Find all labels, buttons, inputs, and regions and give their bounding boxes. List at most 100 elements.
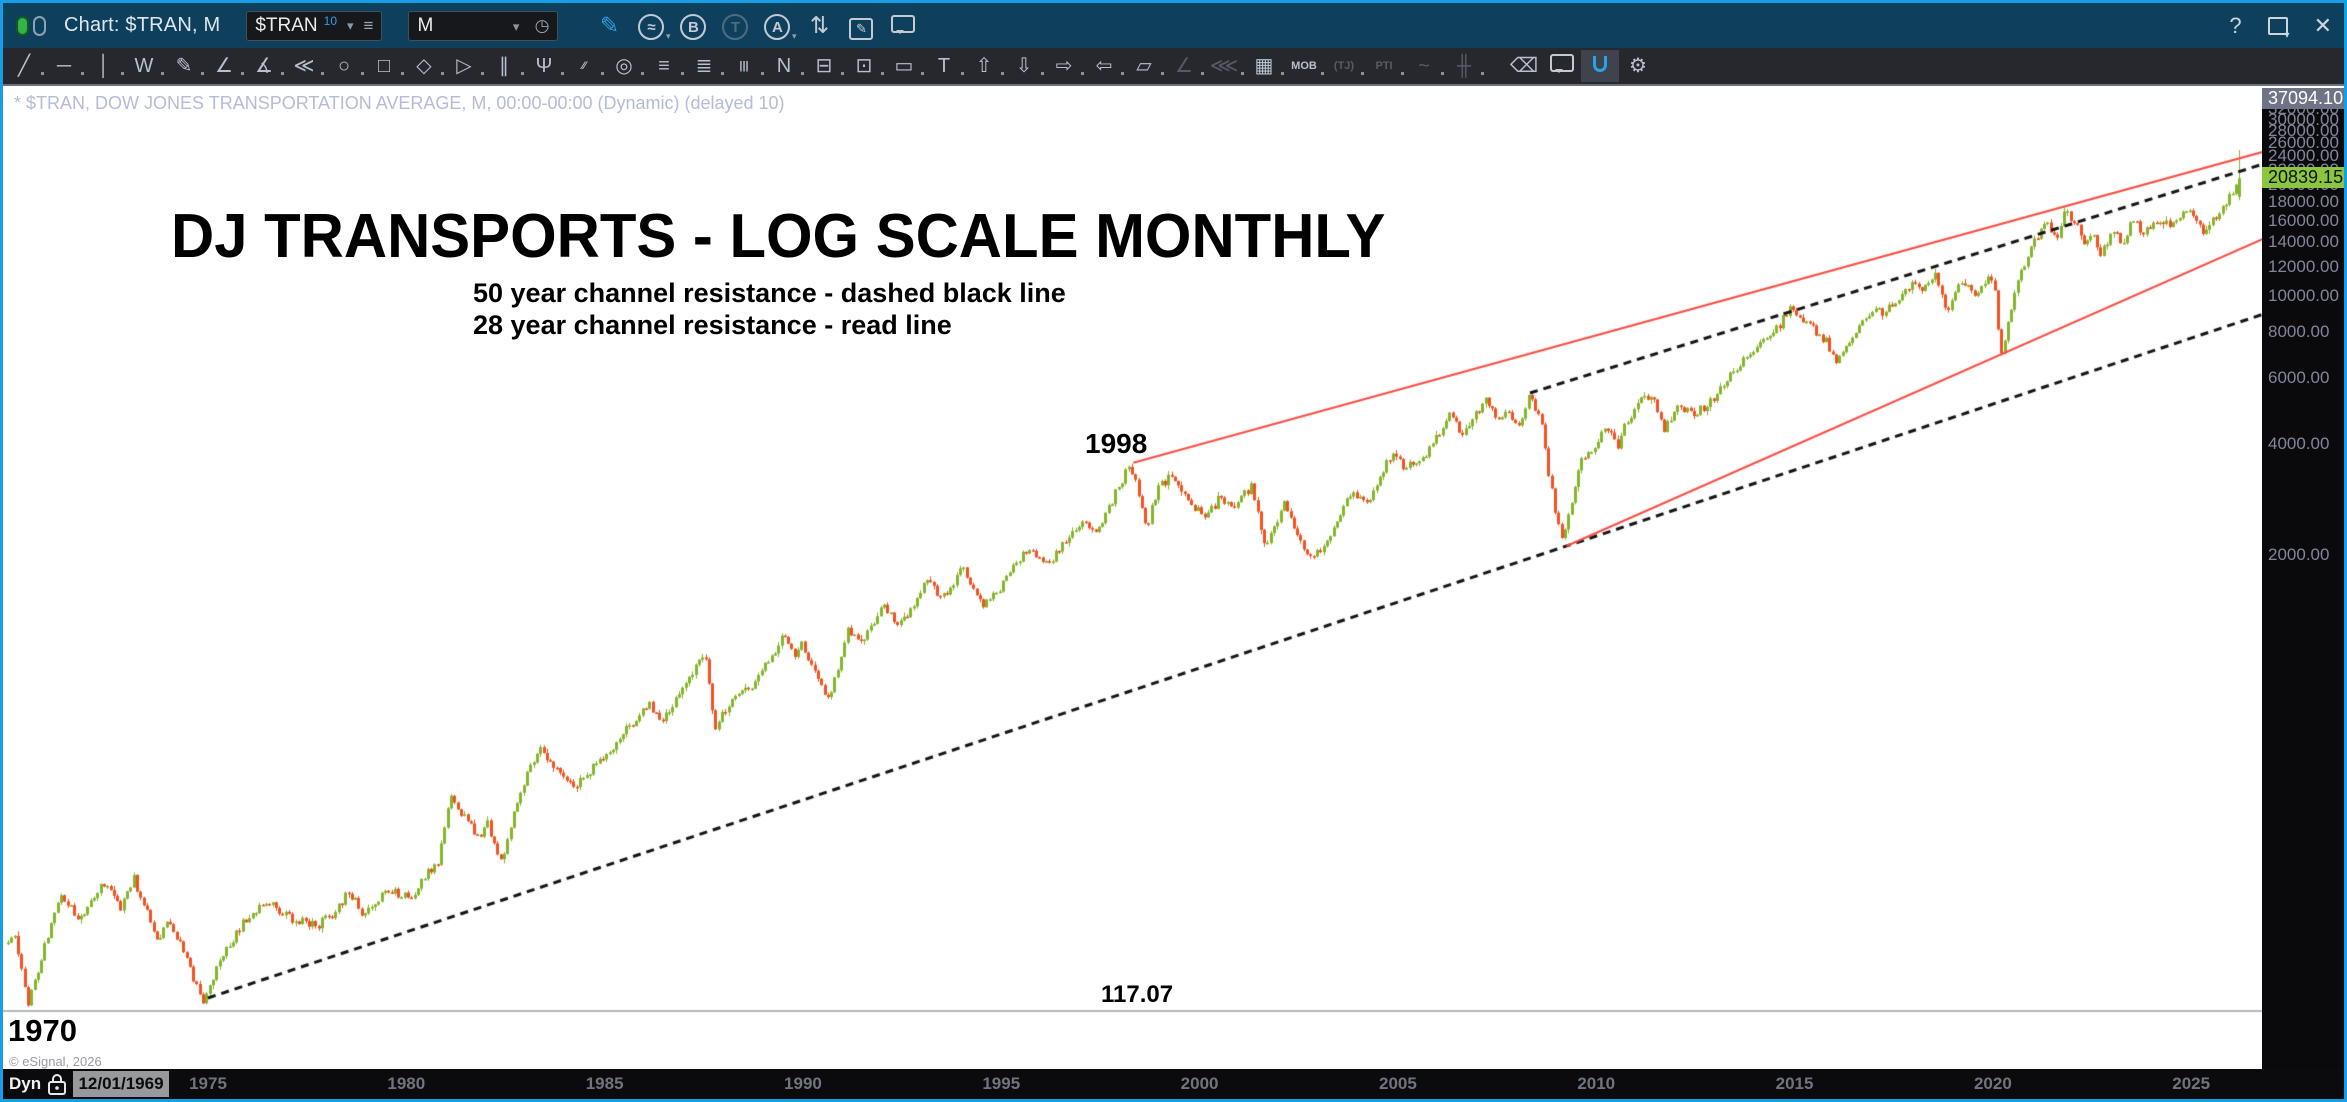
channel-tool[interactable]: ⁄⁄ [569, 50, 609, 82]
price-tick-26000: 26000.00 [2268, 132, 2339, 152]
alerts-icon[interactable]: A ▾ [756, 11, 798, 41]
price-tick-4000: 4000.00 [2268, 433, 2330, 453]
price-axis[interactable]: 2000.00 4000.00 6000.00 8000.00 10000.00 1200… [2262, 88, 2344, 1072]
ray-lines-tool[interactable]: ∡ [249, 50, 289, 82]
comment-bubble-tool[interactable] [1543, 50, 1581, 82]
year-tick-2015: 2015 [1775, 1074, 1814, 1093]
year-tick-1985: 1985 [585, 1074, 624, 1093]
cursor-settings-tool[interactable]: ⚙ [1629, 55, 1647, 77]
year-tick-1975: 1975 [189, 1074, 227, 1093]
interval-clock-icon: ◷ [534, 15, 550, 35]
magnet-tool[interactable] [1581, 50, 1619, 82]
gann-fan-tool[interactable]: ∠ [1169, 50, 1209, 82]
interval-value: M [417, 14, 434, 36]
symbol-value: $TRAN [255, 14, 318, 36]
interval-chevron-icon[interactable]: ▾ [512, 18, 520, 34]
year-tick-1980: 1980 [387, 1074, 426, 1093]
interval-input[interactable]: M ▾ ◷ [408, 10, 559, 41]
fib-retracement-tool[interactable]: ≡ [649, 50, 689, 82]
year-tick-1990: 1990 [784, 1074, 822, 1093]
symbol-input[interactable]: $TRAN 10 ▾ ≡ [246, 10, 383, 41]
arrow-up-tool[interactable]: ⇧ [969, 50, 1009, 82]
diamond-tool[interactable]: ◇ [409, 50, 449, 82]
fib-extension-tool[interactable]: ≣ [689, 50, 729, 82]
ray-fan-left-tool[interactable]: ⋘ [1209, 50, 1249, 82]
price-tick-18000: 18000.00 [2268, 191, 2339, 211]
ellipse-tool[interactable]: ○ [329, 50, 369, 82]
year-tick-2000: 2000 [1180, 1074, 1219, 1093]
swap-arrows-icon[interactable]: ⇅ [809, 12, 830, 38]
price-tick-2000: 2000.00 [2268, 545, 2330, 564]
pitchfork-tool[interactable]: Ψ [529, 50, 569, 82]
time-cycle-marks-tool[interactable]: ╫ [1449, 50, 1489, 82]
year-tick-1995: 1995 [982, 1074, 1021, 1093]
rectangle-tool[interactable]: □ [369, 50, 409, 82]
drawing-toolbar: ╱ ─ │ W ✎ ∠ ∡ ≪ ○ □ ◇ ▷ ∥ Ψ ⁄⁄ ◎ ≡ ≣ ||| N ⊟ ⊡ ▭ T ⇧ ⇩ ⇨ ⇦ ▱ ∠ ⋘ ▦ MOB (T… [3, 48, 2344, 86]
trend-line-tool[interactable]: ╱ [9, 50, 49, 82]
elliott-wave-tool[interactable]: ~ [1409, 50, 1449, 82]
year-tick-2010: 2010 [1577, 1074, 1616, 1093]
link-indicator-green-icon[interactable] [16, 15, 29, 36]
price-tick-6000: 6000.00 [2268, 368, 2330, 388]
parallelogram-tool[interactable]: ▱ [1129, 50, 1169, 82]
eraser-tool[interactable]: ⌫ [1509, 55, 1539, 77]
triangle-tool[interactable]: ▷ [449, 50, 489, 82]
text-tool-tool[interactable]: T [929, 50, 969, 82]
price-tick-16000: 16000.00 [2268, 210, 2339, 230]
arrow-left-tool[interactable]: ⇦ [1089, 50, 1129, 82]
price-tick-30000: 30000.00 [2268, 109, 2339, 129]
window-title: Chart: $TRAN, M [64, 14, 221, 36]
draw-pencil-icon[interactable]: ✎ [599, 12, 620, 38]
link-indicator-gray-icon[interactable] [33, 15, 46, 36]
chart-annotation-title: DJ TRANSPORTS - LOG SCALE MONTHLY [171, 202, 1386, 271]
zigzag-tool[interactable]: W [129, 50, 169, 82]
annotation-1998: 1998 [1085, 428, 1148, 459]
year-tick-2005: 2005 [1378, 1074, 1417, 1093]
last-price-label: 20839.15 [2262, 167, 2344, 189]
parallel-slant-lines-tool[interactable]: ∥ [489, 50, 529, 82]
symbol-chevron-icon[interactable]: ▾ [347, 17, 354, 33]
callout-box-tool[interactable]: ⊟ [809, 50, 849, 82]
mob-study-tool[interactable]: MOB [1289, 50, 1329, 82]
title-bar: Chart: $TRAN, M $TRAN 10 ▾ ≡ M ▾ ◷ ✎ ≈ ▾ … [3, 3, 2344, 48]
vertical-line-tool[interactable]: │ [89, 50, 129, 82]
symbol-badge: 10 [323, 13, 338, 28]
note-box-tool[interactable]: ⊡ [849, 50, 889, 82]
lock-icon[interactable] [47, 1072, 67, 1099]
time-templates-icon[interactable]: T [714, 11, 756, 41]
price-tick-12000: 12000.00 [2268, 257, 2339, 277]
horizontal-line-tool[interactable]: ─ [49, 50, 89, 82]
edit-note-icon[interactable]: ✎ [840, 12, 882, 40]
arrow-down-tool[interactable]: ⇩ [1009, 50, 1049, 82]
fib-circles-tool[interactable]: ◎ [609, 50, 649, 82]
status-bar: Dyn 12/01/1969 1975 1980 1985 1990 1995 2000 2… [3, 1069, 2344, 1099]
chart-header: * $TRAN, DOW JONES TRANSPORTATION AVERAG… [14, 93, 785, 113]
start-date-field[interactable]: 12/01/1969 [73, 1071, 169, 1097]
chat-bubble-icon[interactable] [882, 12, 924, 39]
symbol-menu-icon[interactable]: ≡ [363, 15, 374, 35]
close-button[interactable]: ✕ [2313, 12, 2332, 38]
price-tick-14000: 14000.00 [2268, 232, 2339, 252]
plot-area[interactable]: * $TRAN, DOW JONES TRANSPORTATION AVERAG… [3, 88, 2262, 1072]
fan-burst-tool[interactable]: ≪ [289, 50, 329, 82]
studies-icon[interactable]: ≈ ▾ [630, 11, 672, 41]
help-button[interactable]: ? [2229, 12, 2242, 38]
pti-study-tool[interactable]: PTI [1369, 50, 1409, 82]
trend-fan-tool[interactable]: ∠ [209, 50, 249, 82]
zigzag-labeled-tool[interactable]: N [769, 50, 809, 82]
price-chart-canvas[interactable] [3, 88, 2262, 1072]
tj-study-tool[interactable]: (TJ) [1329, 50, 1369, 82]
window-layout-icon[interactable] [2267, 16, 2290, 41]
price-label-tool[interactable]: ▭ [889, 50, 929, 82]
annotation-1970: 1970 [8, 1013, 77, 1048]
copyright-note: © eSignal, 2026 [9, 1054, 102, 1069]
bar-type-icon[interactable]: B [672, 11, 714, 41]
freehand-pencil-tool[interactable]: ✎ [169, 50, 209, 82]
price-tick-8000: 8000.00 [2268, 322, 2330, 342]
chart-annotation-sub2: 28 year channel resistance - read line [473, 310, 952, 340]
grid-tool-tool[interactable]: ▦ [1249, 50, 1289, 82]
arrow-right-tool[interactable]: ⇨ [1049, 50, 1089, 82]
fib-time-zones-tool[interactable]: ||| [729, 50, 769, 82]
dynamic-mode-label[interactable]: Dyn [9, 1074, 42, 1093]
